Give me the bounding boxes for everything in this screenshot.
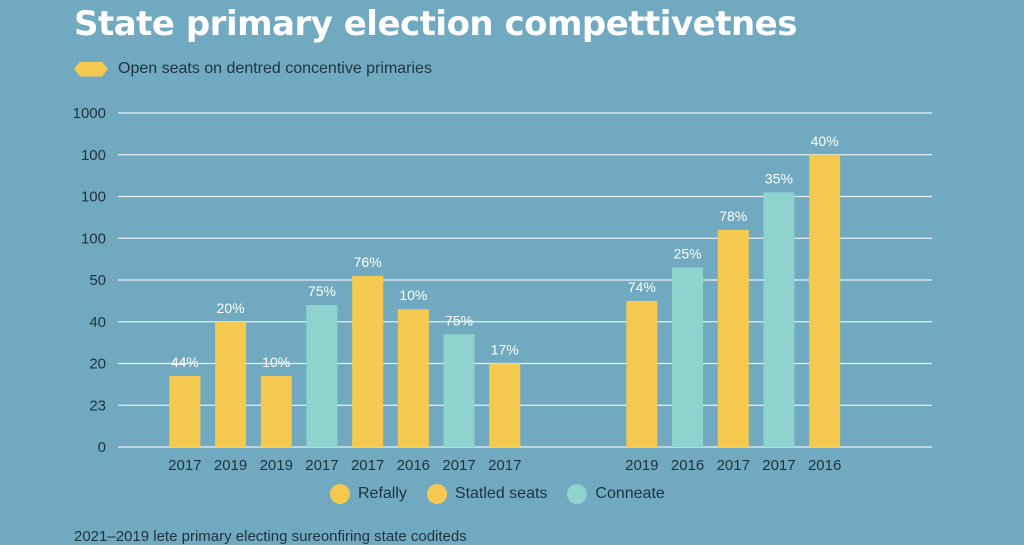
x-tick-label: 2019 bbox=[214, 457, 247, 474]
bar-data-label: 76% bbox=[354, 254, 382, 270]
subtitle-swatch bbox=[74, 61, 108, 77]
bar bbox=[626, 300, 658, 447]
x-tick-label: 2017 bbox=[717, 457, 750, 474]
x-tick-label: 2016 bbox=[397, 457, 430, 474]
bar bbox=[352, 275, 384, 447]
bar bbox=[763, 192, 795, 447]
x-tick-label: 2017 bbox=[442, 457, 475, 474]
chart-title: State primary election compettivetnes bbox=[74, 4, 797, 44]
x-tick-label: 2017 bbox=[168, 457, 201, 474]
x-tick-label: 2019 bbox=[260, 457, 293, 474]
bar bbox=[215, 321, 247, 447]
y-tick-label: 100 bbox=[81, 230, 106, 247]
bar-data-label: 44% bbox=[171, 354, 199, 370]
legend-item-conneate: Conneate bbox=[567, 484, 665, 504]
x-tick-label: 2016 bbox=[808, 457, 841, 474]
bar-data-label: 35% bbox=[765, 170, 793, 186]
x-tick-label: 2019 bbox=[625, 457, 658, 474]
bar bbox=[672, 267, 704, 447]
bar-data-label: 75% bbox=[308, 283, 336, 299]
legend: Refally Statled seats Conneate bbox=[0, 484, 1024, 504]
bar-data-label: 10% bbox=[399, 287, 427, 303]
bar bbox=[260, 376, 292, 447]
y-tick-label: 23 bbox=[89, 397, 106, 414]
x-tick-label: 2017 bbox=[488, 457, 521, 474]
bar bbox=[489, 363, 521, 447]
legend-label-statled-seats: Statled seats bbox=[454, 485, 548, 502]
legend-item-refally: Refally bbox=[330, 484, 407, 504]
bar-data-label: 10% bbox=[262, 354, 290, 370]
bar-data-label: 78% bbox=[719, 208, 747, 224]
bar-data-label: 20% bbox=[217, 300, 245, 316]
x-tick-label: 2017 bbox=[351, 457, 384, 474]
x-tick-label: 2017 bbox=[305, 457, 338, 474]
bar-data-label: 75% bbox=[445, 312, 473, 328]
legend-swatch-refally bbox=[330, 484, 350, 504]
subtitle-row: Open seats on dentred concentive primari… bbox=[74, 60, 432, 78]
legend-label-refally: Refally bbox=[358, 485, 407, 502]
y-tick-label: 50 bbox=[89, 272, 106, 289]
bar bbox=[443, 334, 475, 447]
bar-data-label: 25% bbox=[674, 245, 702, 261]
x-tick-label: 2016 bbox=[671, 457, 704, 474]
bar bbox=[397, 309, 429, 447]
bar-data-label: 17% bbox=[491, 342, 519, 358]
legend-item-statled-seats: Statled seats bbox=[426, 484, 548, 504]
bar-data-label: 74% bbox=[628, 279, 656, 295]
y-tick-label: 100 bbox=[81, 147, 106, 164]
y-tick-label: 100 bbox=[81, 189, 106, 206]
bar bbox=[169, 376, 201, 447]
y-tick-label: 0 bbox=[98, 439, 106, 456]
bar bbox=[809, 154, 841, 447]
y-tick-label: 1000 bbox=[73, 105, 106, 122]
y-tick-label: 20 bbox=[89, 356, 106, 373]
bar bbox=[717, 229, 749, 447]
y-tick-label: 40 bbox=[89, 314, 106, 331]
legend-swatch-statled-seats bbox=[426, 484, 447, 504]
legend-label-conneate: Conneate bbox=[595, 485, 665, 502]
bar-data-label: 40% bbox=[811, 133, 839, 149]
legend-swatch-conneate bbox=[567, 484, 588, 504]
bar bbox=[306, 305, 338, 447]
chart-subtitle: Open seats on dentred concentive primari… bbox=[118, 60, 432, 77]
x-tick-label: 2017 bbox=[762, 457, 795, 474]
footnote: 2021–2019 lete primary electing sureonfi… bbox=[74, 528, 467, 545]
